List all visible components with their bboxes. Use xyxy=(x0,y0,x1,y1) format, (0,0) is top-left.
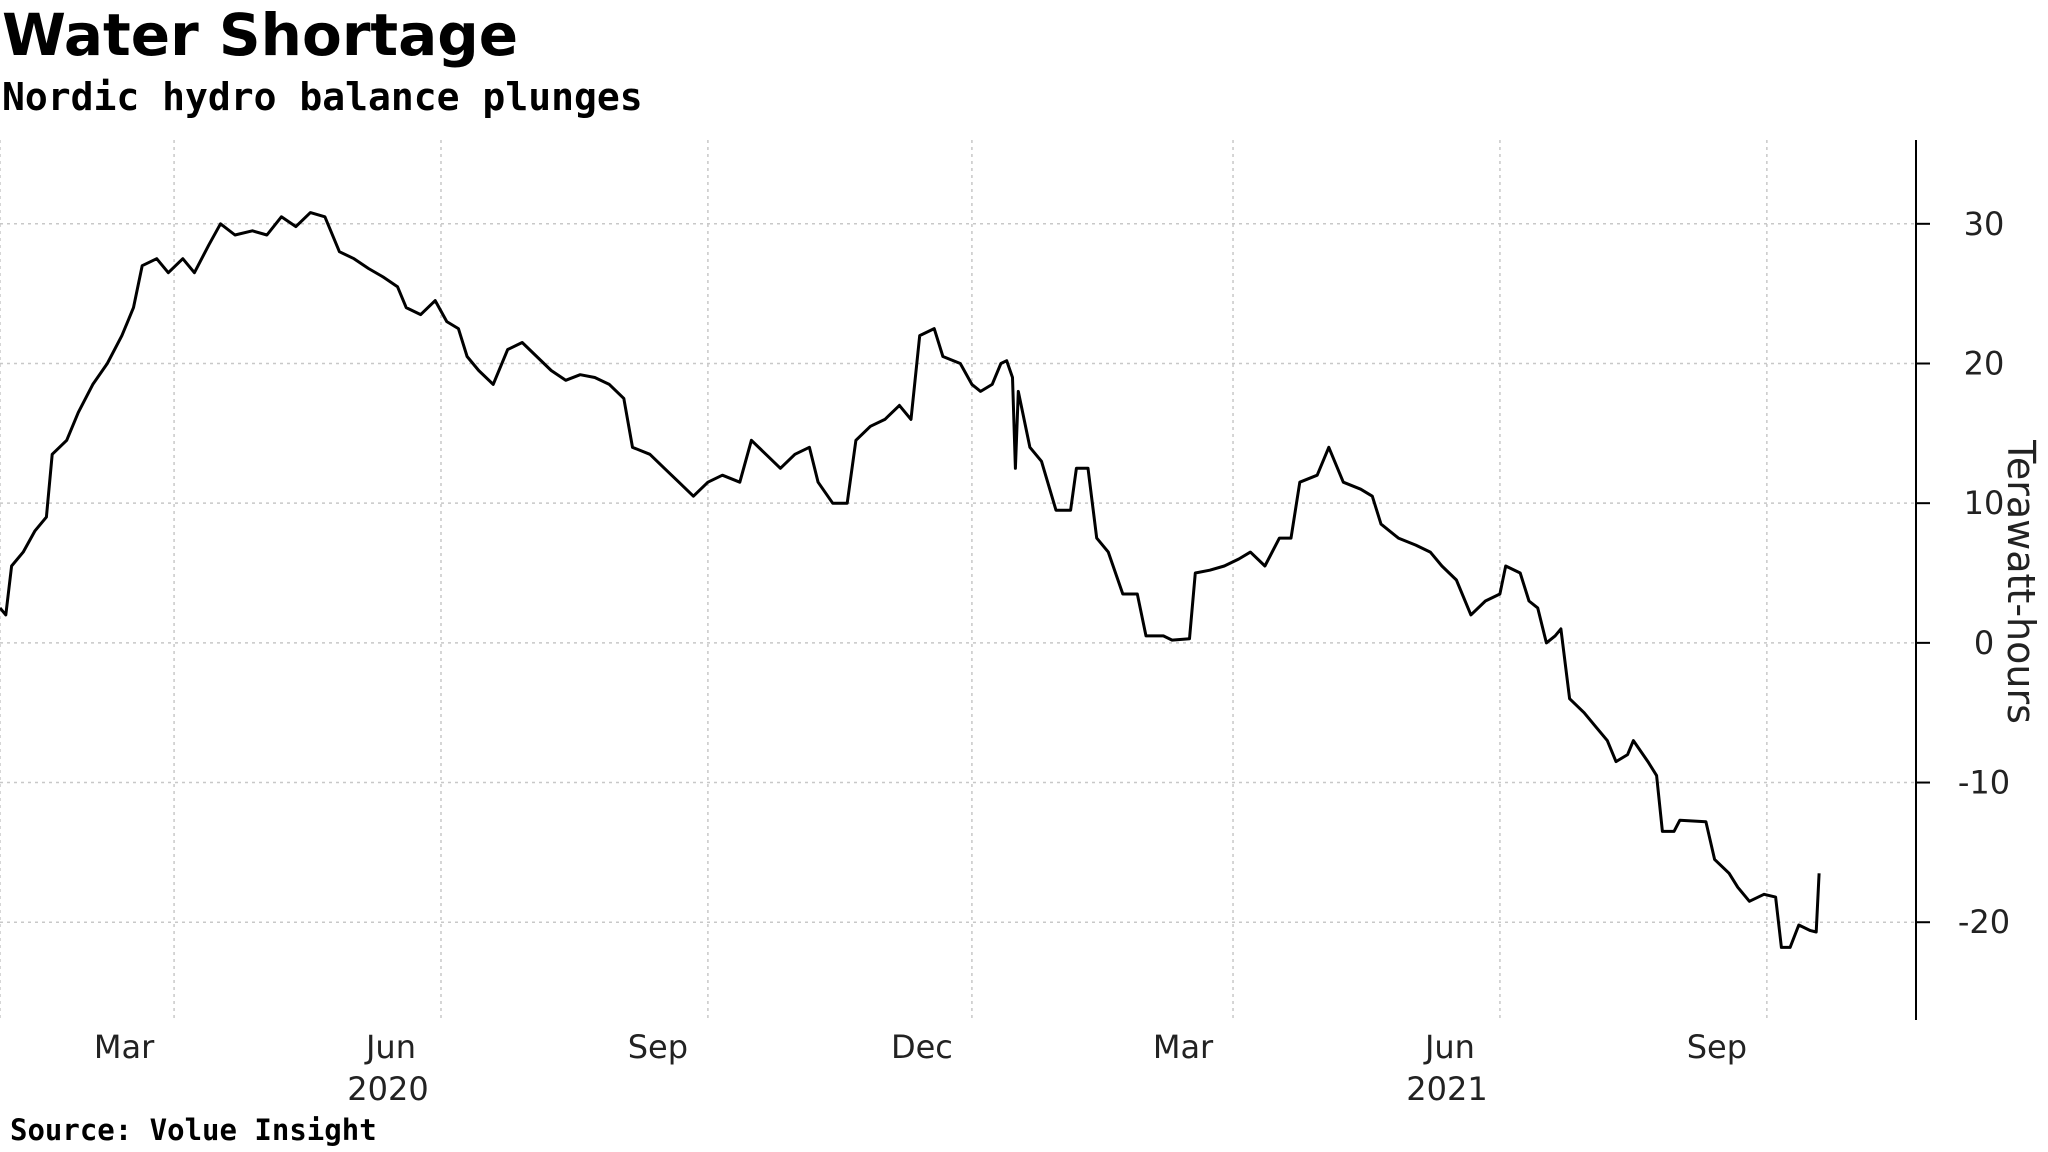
hydro-balance-line xyxy=(0,211,1821,949)
x-year-label: 2020 xyxy=(347,1070,428,1108)
y-tick-label: -10 xyxy=(1958,764,2010,802)
x-tick-label: Mar xyxy=(1153,1028,1214,1066)
y-tick-label: 0 xyxy=(1974,624,1994,662)
x-tick-label: Sep xyxy=(1687,1028,1747,1066)
y-tick-label: 20 xyxy=(1964,344,2005,382)
x-year-label: 2021 xyxy=(1406,1070,1487,1108)
y-tick-label: -20 xyxy=(1958,903,2010,941)
y-tick-label: 10 xyxy=(1964,484,2005,522)
x-tick-label: Dec xyxy=(891,1028,953,1066)
chart-title: Water Shortage xyxy=(2,1,519,69)
x-axis: Mar Jun Sep Dec Mar Jun Sep 2020 2021 xyxy=(94,1028,1747,1108)
source-note: Source: Volue Insight xyxy=(10,1113,377,1147)
series-group xyxy=(0,211,1821,949)
y-tick-label: 30 xyxy=(1964,205,2005,243)
x-tick-label: Sep xyxy=(628,1028,688,1066)
x-tick-label: Jun xyxy=(364,1028,416,1066)
y-axis: 30 20 10 0 -10 -20 xyxy=(1915,140,2010,1020)
y-axis-label: Terawatt-hours xyxy=(1999,439,2043,724)
x-tick-label: Jun xyxy=(1423,1028,1475,1066)
chart-subtitle: Nordic hydro balance plunges xyxy=(2,75,643,119)
x-tick-label: Mar xyxy=(94,1028,155,1066)
horizontal-gridlines xyxy=(0,223,1916,923)
